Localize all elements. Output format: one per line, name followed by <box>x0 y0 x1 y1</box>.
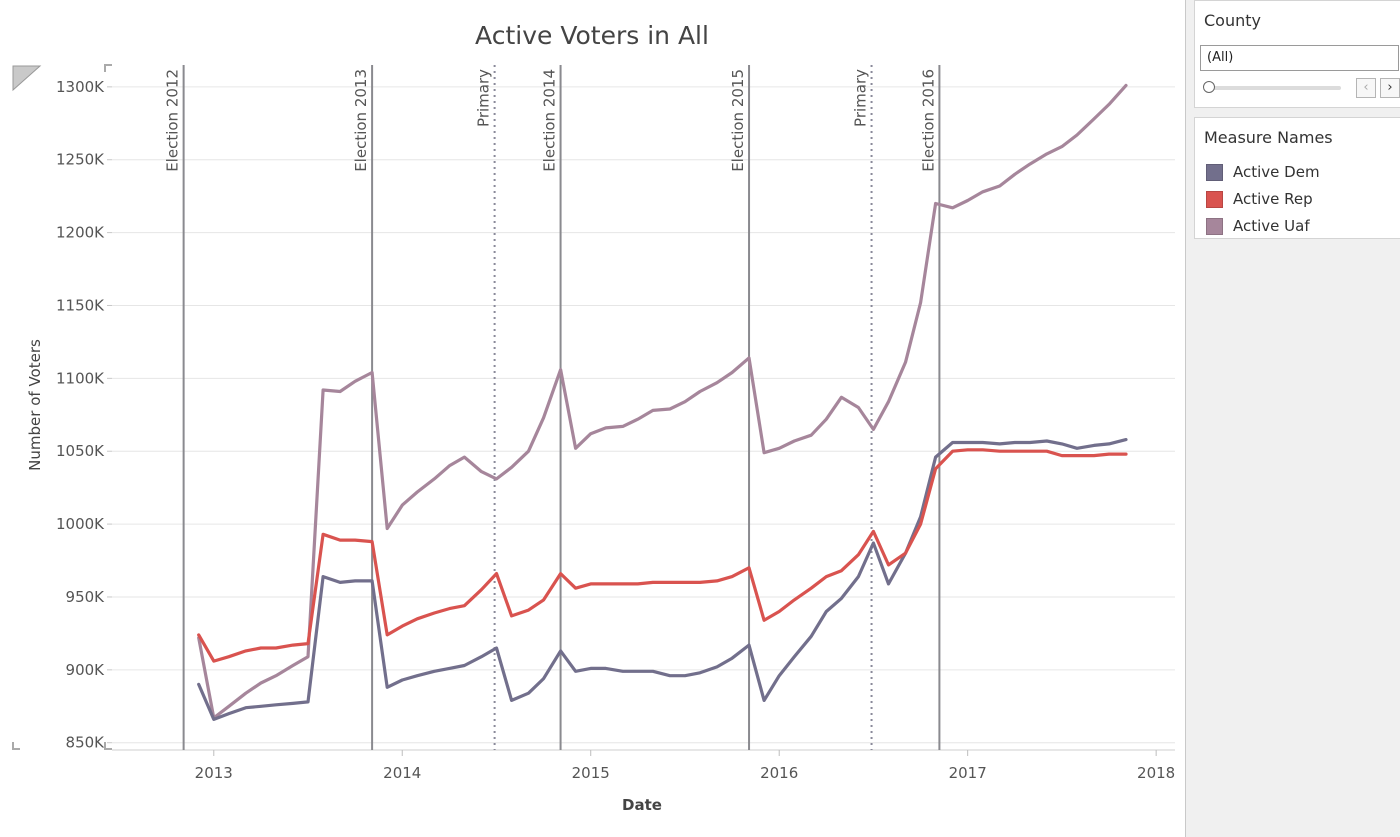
legend-label: Active Rep <box>1233 190 1313 208</box>
series-line-active-rep <box>197 448 1128 663</box>
y-tick-label: 1100K <box>56 369 105 387</box>
y-axis-label: Number of Voters <box>26 339 44 471</box>
gridlines <box>112 86 1175 744</box>
side-panel: County (All) ‹ › Measure Names Active De… <box>1186 0 1400 837</box>
county-filter-title: County <box>1204 11 1261 30</box>
reference-line-label: Election 2015 <box>729 69 747 172</box>
y-tick-label: 950K <box>66 588 106 606</box>
legend-label: Active Uaf <box>1233 217 1310 235</box>
x-tick-label: 2018 <box>1137 764 1175 782</box>
y-tick-label: 1000K <box>56 515 105 533</box>
reference-line-label: Election 2014 <box>541 69 559 172</box>
reference-line-label: Election 2013 <box>352 69 370 172</box>
x-tick-label: 2017 <box>949 764 987 782</box>
x-axis-label: Date <box>622 796 662 814</box>
y-tick-label: 850K <box>66 734 106 752</box>
legend-label: Active Dem <box>1233 163 1320 181</box>
y-tick-label: 900K <box>66 661 106 679</box>
reference-line-label: Election 2016 <box>919 69 937 172</box>
reference-line-label: Primary <box>852 69 870 127</box>
line-chart: Active Voters in All 850K 900K 950K 1000K 10… <box>12 21 1175 814</box>
county-slider-track[interactable] <box>1209 86 1341 90</box>
series-lines <box>197 83 1128 721</box>
reference-line-label: Election 2012 <box>164 69 182 172</box>
y-tick-label: 1150K <box>56 296 105 314</box>
y-axis: 850K 900K 950K 1000K 1050K 1100K 1150K 1200K 125… <box>56 78 112 752</box>
county-slider-handle[interactable] <box>1203 81 1215 93</box>
county-filter-card: County (All) ‹ › <box>1194 0 1400 108</box>
x-tick-label: 2016 <box>760 764 798 782</box>
chevron-left-icon: ‹ <box>1363 80 1369 95</box>
legend-title: Measure Names <box>1204 128 1333 147</box>
worksheet-menu-icon[interactable] <box>12 65 42 92</box>
x-tick-label: 2013 <box>195 764 233 782</box>
corner-bracket-br <box>104 742 112 750</box>
reference-lines: Election 2012 Election 2013 Primary Electio… <box>164 65 941 750</box>
y-tick-label: 1300K <box>56 78 105 96</box>
legend-card: Measure Names Active Dem Active Rep Acti… <box>1194 117 1400 239</box>
y-tick-label: 1200K <box>56 224 105 242</box>
county-prev-button[interactable]: ‹ <box>1356 78 1376 98</box>
corner-bracket-tl <box>104 64 112 72</box>
y-tick-label: 1050K <box>56 442 105 460</box>
x-axis: 2013 2014 2015 2016 2017 2018 <box>112 749 1175 782</box>
series-line-active-dem <box>197 438 1128 721</box>
panel-divider <box>1185 0 1186 837</box>
x-tick-label: 2014 <box>383 764 421 782</box>
chevron-right-icon: › <box>1387 80 1393 95</box>
legend-swatch <box>1206 218 1223 235</box>
corner-bracket-bl <box>12 742 20 750</box>
chart-area: Active Voters in All 850K 900K 950K 1000K 10… <box>12 21 1176 814</box>
county-next-button[interactable]: › <box>1380 78 1400 98</box>
y-tick-label: 1250K <box>56 151 105 169</box>
legend-swatch <box>1206 191 1223 208</box>
county-filter-input[interactable]: (All) <box>1200 45 1399 71</box>
reference-line-label: Primary <box>475 69 493 127</box>
x-tick-label: 2015 <box>572 764 610 782</box>
chart-title: Active Voters in All <box>475 21 709 50</box>
series-line-active-uaf <box>197 83 1128 720</box>
legend-swatch <box>1206 164 1223 181</box>
